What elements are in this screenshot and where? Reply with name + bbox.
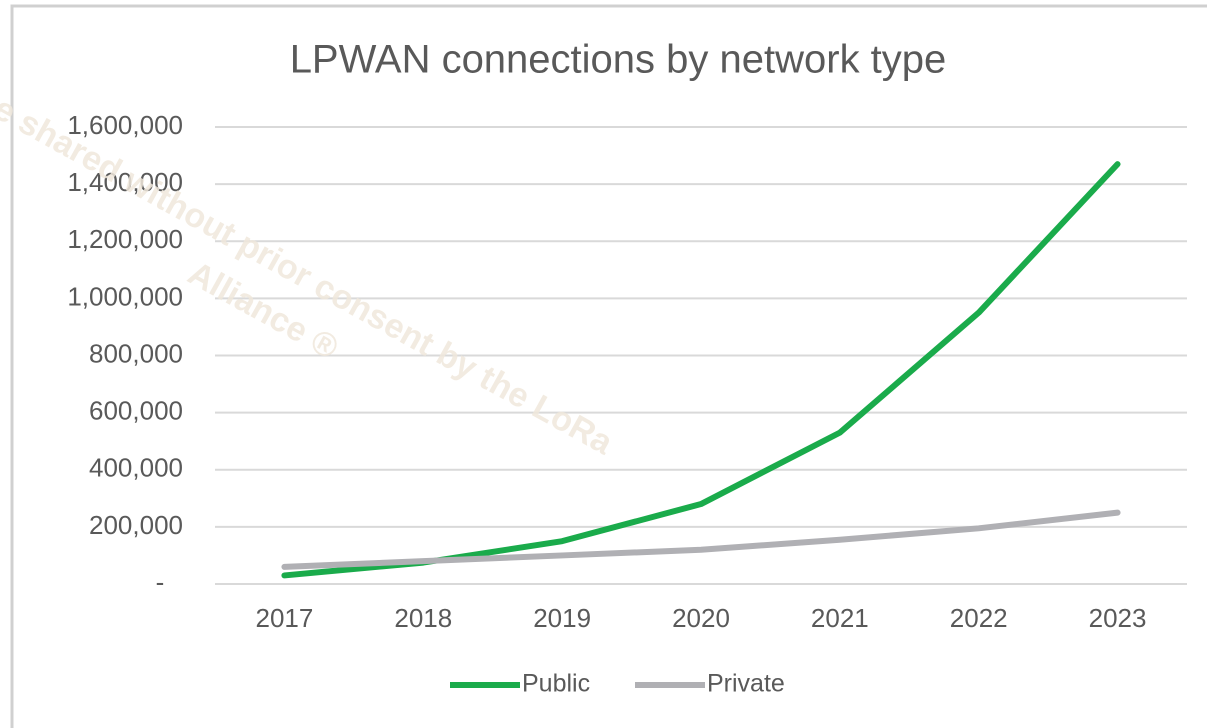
- chart-frame: [10, 4, 1207, 728]
- y-tick-label: 1,400,000: [67, 167, 183, 197]
- y-tick-label: 600,000: [89, 396, 183, 426]
- y-tick-label: 200,000: [89, 510, 183, 540]
- x-tick-label: 2021: [811, 603, 869, 633]
- legend-label: Private: [707, 670, 785, 698]
- y-tick-label: 1,000,000: [67, 281, 183, 311]
- y-tick-label: 400,000: [89, 453, 183, 483]
- series-line: [281, 509, 1121, 570]
- x-tick-label: 2019: [533, 603, 591, 633]
- x-tick-label: 2018: [394, 603, 452, 633]
- y-tick-label: 1,200,000: [67, 224, 183, 254]
- y-tick-label: 1,600,000: [67, 110, 183, 140]
- y-tick-label: -: [156, 567, 165, 597]
- legend-label: Public: [522, 670, 590, 698]
- x-tick-label: 2022: [950, 603, 1008, 633]
- chart-title: LPWAN connections by network type: [290, 38, 947, 82]
- x-tick-label: 2023: [1089, 603, 1147, 633]
- x-tick-label: 2020: [672, 603, 730, 633]
- y-tick-label: 800,000: [89, 338, 183, 368]
- x-tick-label: 2017: [256, 603, 314, 633]
